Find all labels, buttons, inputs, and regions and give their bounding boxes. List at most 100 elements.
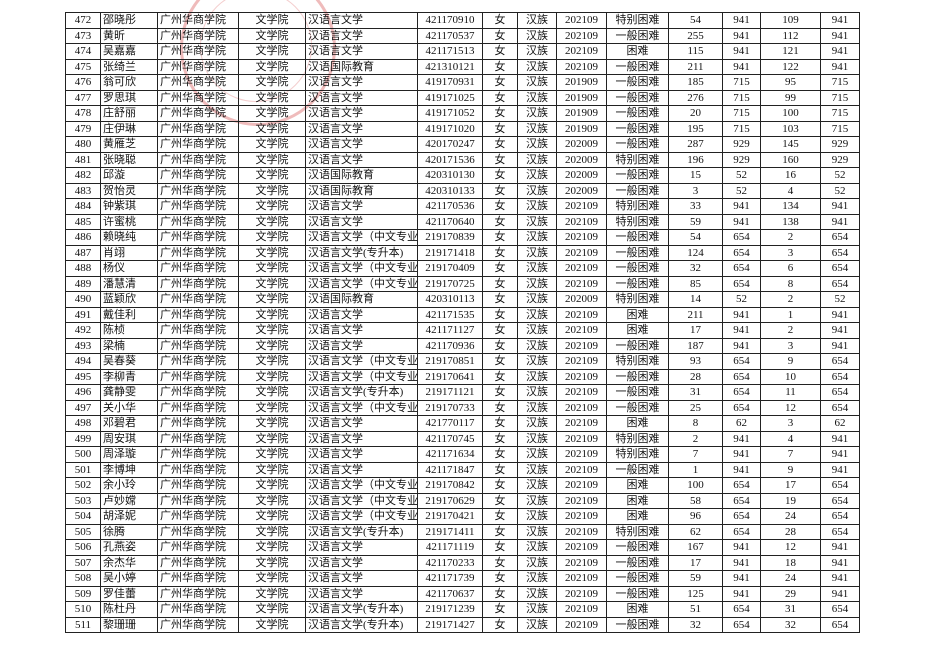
ethnicity: 汉族 xyxy=(517,461,557,478)
major: 汉语言文学 xyxy=(305,415,418,432)
student-name: 蓝颖欣 xyxy=(100,291,158,308)
rank: 185 xyxy=(668,74,723,91)
difficulty-level: 一般困难 xyxy=(606,229,669,246)
table-row: 476 翁可欣 广州华商学院 文学院 汉语言文学 419170931 女汉族 201909 一般… xyxy=(65,74,860,91)
major: 汉语言文学（中文专业 xyxy=(305,229,418,246)
class-size-2: 941 xyxy=(820,213,860,230)
rank-2: 12 xyxy=(760,399,821,416)
college: 文学院 xyxy=(238,244,306,261)
rank-2: 2 xyxy=(760,291,821,308)
college: 文学院 xyxy=(238,539,306,556)
ethnicity: 汉族 xyxy=(517,105,557,122)
enrollment: 202109 xyxy=(556,244,607,261)
difficulty-level: 一般困难 xyxy=(606,399,669,416)
rank-2: 3 xyxy=(760,244,821,261)
difficulty-level: 一般困难 xyxy=(606,554,669,571)
college: 文学院 xyxy=(238,492,306,509)
school: 广州华商学院 xyxy=(157,539,239,556)
student-id: 421170537 xyxy=(417,27,483,44)
row-number: 485 xyxy=(65,213,101,230)
class-size-2: 654 xyxy=(820,492,860,509)
difficulty-level: 一般困难 xyxy=(606,461,669,478)
class-size: 715 xyxy=(722,89,761,106)
gender: 女 xyxy=(482,136,518,153)
rank-2: 19 xyxy=(760,492,821,509)
class-size-2: 715 xyxy=(820,105,860,122)
rank: 196 xyxy=(668,151,723,168)
enrollment: 202009 xyxy=(556,291,607,308)
gender: 女 xyxy=(482,182,518,199)
student-id: 421170536 xyxy=(417,198,483,215)
gender: 女 xyxy=(482,27,518,44)
school: 广州华商学院 xyxy=(157,229,239,246)
rank-2: 16 xyxy=(760,167,821,184)
major: 汉语国际教育 xyxy=(305,182,418,199)
college: 文学院 xyxy=(238,601,306,618)
table-body: 472 邵晓彤 广州华商学院 文学院 汉语言文学 421170910 女汉族 202109 特别… xyxy=(65,12,860,633)
student-id: 421170745 xyxy=(417,430,483,447)
student-name: 周泽璇 xyxy=(100,446,158,463)
class-size-2: 929 xyxy=(820,151,860,168)
student-id: 421171535 xyxy=(417,306,483,323)
major: 汉语言文学 xyxy=(305,120,418,137)
student-id: 421170640 xyxy=(417,213,483,230)
row-number: 474 xyxy=(65,43,101,60)
enrollment: 201909 xyxy=(556,74,607,91)
table-row: 498 邓碧君 广州华商学院 文学院 汉语言文学 421770117 女汉族 202109 困难… xyxy=(65,415,860,432)
school: 广州华商学院 xyxy=(157,399,239,416)
school: 广州华商学院 xyxy=(157,601,239,618)
gender: 女 xyxy=(482,616,518,633)
student-id: 419171025 xyxy=(417,89,483,106)
school: 广州华商学院 xyxy=(157,275,239,292)
student-name: 黄昕 xyxy=(100,27,158,44)
school: 广州华商学院 xyxy=(157,446,239,463)
rank: 100 xyxy=(668,477,723,494)
rank: 96 xyxy=(668,508,723,525)
school: 广州华商学院 xyxy=(157,384,239,401)
college: 文学院 xyxy=(238,89,306,106)
row-number: 480 xyxy=(65,136,101,153)
table-row: 472 邵晓彤 广州华商学院 文学院 汉语言文学 421170910 女汉族 202109 特别… xyxy=(65,12,860,29)
gender: 女 xyxy=(482,446,518,463)
student-name: 庄伊琳 xyxy=(100,120,158,137)
class-size: 715 xyxy=(722,105,761,122)
difficulty-level: 特别困难 xyxy=(606,291,669,308)
table-row: 491 戴佳利 广州华商学院 文学院 汉语言文学 421171535 女汉族 202109 困难… xyxy=(65,306,860,323)
rank: 2 xyxy=(668,430,723,447)
major: 汉语言文学 xyxy=(305,213,418,230)
difficulty-level: 一般困难 xyxy=(606,182,669,199)
ethnicity: 汉族 xyxy=(517,368,557,385)
class-size: 941 xyxy=(722,213,761,230)
rank: 54 xyxy=(668,12,723,29)
table-row: 509 罗佳蕾 广州华商学院 文学院 汉语言文学 421170637 女汉族 202109 一般… xyxy=(65,585,860,602)
enrollment: 202109 xyxy=(556,27,607,44)
enrollment: 202109 xyxy=(556,399,607,416)
ethnicity: 汉族 xyxy=(517,508,557,525)
student-id: 219170725 xyxy=(417,275,483,292)
class-size: 52 xyxy=(722,291,761,308)
student-name: 龚静雯 xyxy=(100,384,158,401)
table-row: 495 李柳青 广州华商学院 文学院 汉语言文学（中文专业 219170641 女汉族 202… xyxy=(65,368,860,385)
class-size-2: 654 xyxy=(820,523,860,540)
student-id: 219170851 xyxy=(417,353,483,370)
class-size-2: 941 xyxy=(820,430,860,447)
student-id: 421770117 xyxy=(417,415,483,432)
student-name: 李柳青 xyxy=(100,368,158,385)
ethnicity: 汉族 xyxy=(517,601,557,618)
class-size-2: 654 xyxy=(820,260,860,277)
major: 汉语言文学 xyxy=(305,12,418,29)
class-size-2: 941 xyxy=(820,446,860,463)
class-size-2: 929 xyxy=(820,136,860,153)
rank: 125 xyxy=(668,585,723,602)
gender: 女 xyxy=(482,539,518,556)
college: 文学院 xyxy=(238,322,306,339)
major: 汉语言文学 xyxy=(305,446,418,463)
ethnicity: 汉族 xyxy=(517,523,557,540)
enrollment: 202109 xyxy=(556,508,607,525)
gender: 女 xyxy=(482,461,518,478)
rank-2: 1 xyxy=(760,306,821,323)
enrollment: 202109 xyxy=(556,539,607,556)
student-id: 420310130 xyxy=(417,167,483,184)
enrollment: 202109 xyxy=(556,213,607,230)
student-id: 219170409 xyxy=(417,260,483,277)
